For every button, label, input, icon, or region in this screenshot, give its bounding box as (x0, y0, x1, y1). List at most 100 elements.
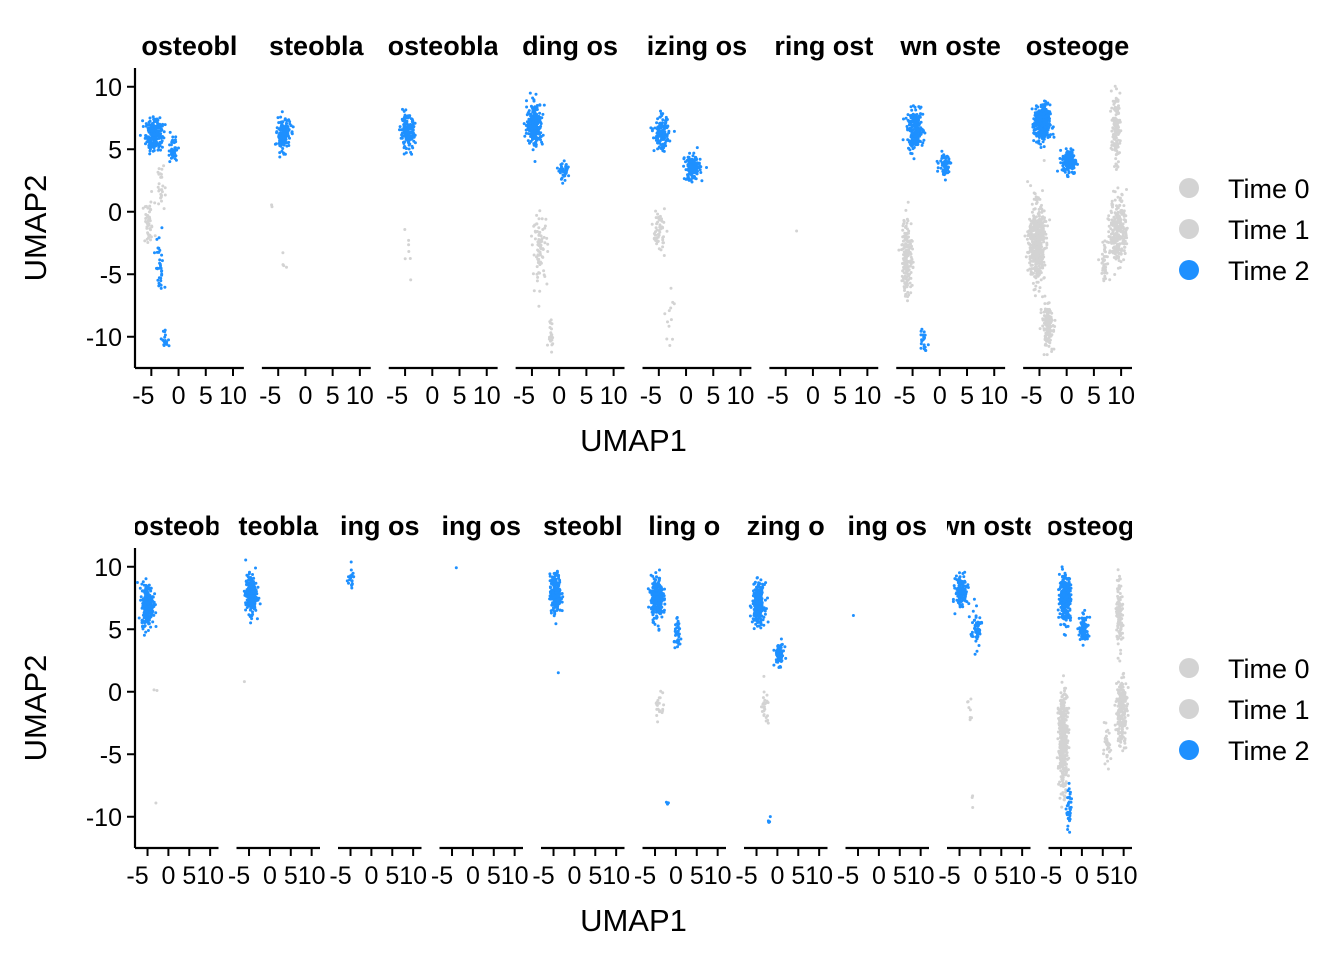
cell-point (554, 588, 558, 592)
cell-point (245, 598, 249, 602)
cell-point (1041, 103, 1045, 107)
cell-point (149, 200, 153, 204)
cell-point (160, 139, 164, 143)
point-cluster-time-2 (748, 576, 770, 631)
cell-point (1102, 279, 1106, 283)
cell-point (251, 582, 255, 586)
point-cluster-time-2 (398, 107, 417, 156)
cell-point (656, 125, 660, 129)
cell-point (1125, 188, 1128, 191)
cell-point (655, 121, 659, 125)
cell-point (147, 144, 151, 147)
cell-point (525, 120, 529, 124)
cell-point (909, 259, 913, 263)
cell-point (554, 591, 558, 595)
cell-point (1100, 271, 1104, 275)
cell-point (661, 238, 665, 242)
cell-point (924, 348, 927, 352)
cell-point (1117, 252, 1121, 255)
cell-point (942, 173, 946, 177)
cell-point (1064, 147, 1068, 151)
cell-point (659, 585, 663, 589)
cell-point (1056, 169, 1059, 173)
points-layer (748, 576, 788, 824)
cell-point (671, 300, 675, 304)
point-cluster-time-2 (273, 110, 295, 159)
cell-point (146, 585, 150, 589)
x-tick-label: -5 (126, 862, 148, 890)
cell-point (537, 304, 541, 308)
cell-point (913, 113, 917, 117)
cell-point (919, 126, 923, 130)
cell-point (1116, 195, 1120, 199)
cell-point (795, 229, 799, 233)
cell-point (1029, 237, 1033, 241)
cell-point (659, 143, 663, 146)
point-cluster-time-2 (672, 616, 683, 650)
cell-point (656, 117, 660, 121)
x-tick-label: -5 (634, 862, 656, 890)
cell-point (541, 112, 545, 116)
cell-point (920, 143, 924, 147)
cell-point (655, 222, 659, 226)
points-layer (242, 558, 262, 684)
points-layer (454, 566, 458, 570)
x-tick-label: 10 (805, 862, 833, 890)
cell-point (1118, 91, 1122, 95)
cell-point (550, 338, 554, 342)
cell-point (654, 571, 658, 575)
cell-point (162, 207, 166, 211)
cell-point (536, 258, 540, 262)
point-cluster-time-0 (403, 228, 413, 282)
cell-point (650, 222, 654, 226)
cell-point (691, 154, 695, 158)
cell-point (1035, 140, 1038, 144)
cell-point (906, 290, 910, 294)
cell-point (1111, 238, 1115, 242)
cell-point (404, 151, 408, 155)
cell-point (531, 272, 535, 276)
cell-point (687, 173, 690, 177)
cell-point (535, 279, 539, 283)
cell-point (661, 149, 665, 153)
cell-point (1045, 130, 1049, 134)
cell-point (535, 222, 539, 226)
cell-point (656, 584, 660, 587)
cell-point (1045, 311, 1049, 315)
cell-point (906, 200, 910, 204)
cell-point (1039, 261, 1043, 265)
cell-point (662, 610, 666, 614)
cell-point (1034, 284, 1038, 288)
cell-point (537, 226, 541, 230)
cell-point (906, 254, 910, 258)
cell-point (243, 593, 247, 597)
cell-point (412, 121, 415, 125)
cell-point (251, 573, 254, 576)
cell-point (652, 236, 656, 240)
point-cluster-time-2 (682, 146, 708, 184)
cell-point (538, 135, 542, 139)
cell-point (246, 575, 250, 579)
cell-point (1037, 245, 1041, 249)
cell-point (550, 580, 554, 584)
x-tick-label: 10 (196, 862, 224, 890)
cell-point (530, 131, 534, 135)
cell-point (1115, 207, 1118, 211)
x-tick-label: 10 (346, 382, 374, 410)
cell-point (902, 253, 905, 257)
facet-panel: steobl-5 0 5 10 (532, 511, 630, 890)
cell-point (919, 333, 923, 337)
cell-point (279, 115, 283, 119)
cell-point (698, 157, 702, 161)
cell-point (403, 123, 407, 127)
x-tick-label: 0 (466, 862, 480, 890)
cell-point (283, 118, 287, 122)
cell-point (691, 171, 695, 175)
cell-point (1072, 171, 1076, 174)
cell-point (692, 151, 696, 155)
cell-point (533, 126, 537, 130)
cell-point (539, 234, 543, 238)
cell-point (665, 337, 669, 341)
cell-point (658, 588, 662, 592)
